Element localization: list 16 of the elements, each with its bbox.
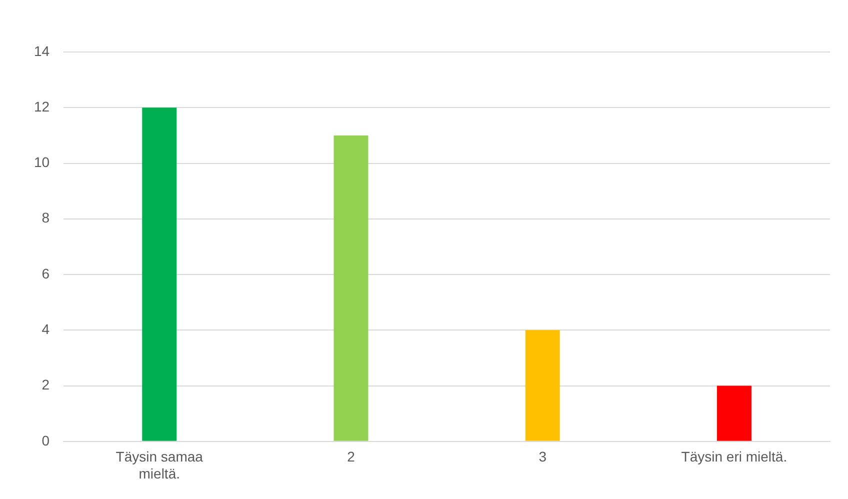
y-tick-label: 12 <box>34 98 50 114</box>
x-tick-label: Täysin samaa mieltä. <box>116 448 204 482</box>
bar <box>334 135 368 441</box>
bar <box>142 108 177 441</box>
x-tick-label: 2 <box>347 448 356 465</box>
x-tick-label: Täysin eri mieltä. <box>681 448 788 465</box>
y-tick-label: 2 <box>42 376 50 393</box>
y-tick-label: 14 <box>34 42 50 59</box>
y-tick-label: 4 <box>42 321 50 337</box>
bar <box>716 386 752 441</box>
y-tick-label: 10 <box>34 154 50 170</box>
y-tick-label: 0 <box>42 432 50 448</box>
bar <box>525 330 560 441</box>
y-tick-label: 8 <box>42 210 50 226</box>
x-tick-label: 3 <box>538 448 547 465</box>
y-tick-label: 6 <box>42 265 50 282</box>
